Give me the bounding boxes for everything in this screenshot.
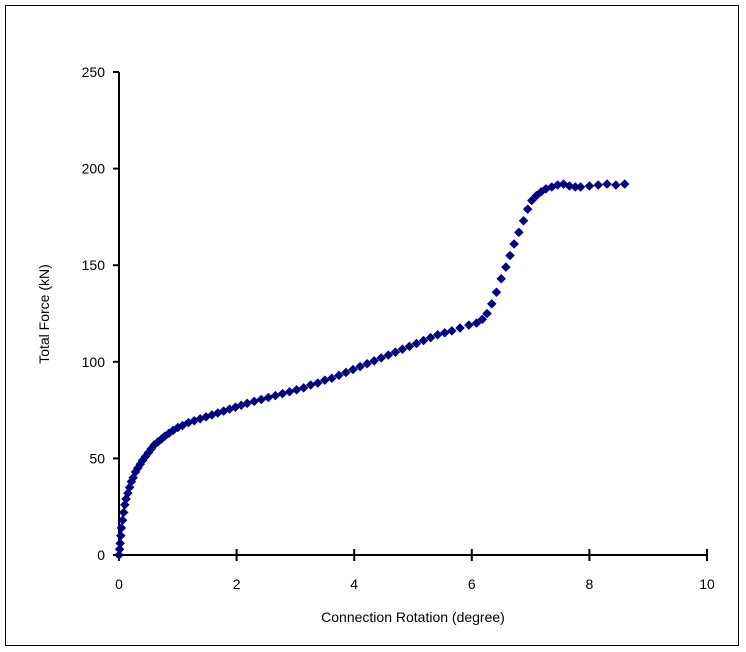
data-point [510,239,519,248]
y-tick-label: 100 [82,354,106,370]
data-point [257,395,266,404]
data-point [119,508,128,517]
x-tick-label: 2 [233,576,241,592]
x-tick-label: 10 [699,576,715,592]
data-point [116,539,125,548]
data-point [492,288,501,297]
y-tick-label: 0 [97,547,105,563]
data-point [285,387,294,396]
y-axis-title: Total Force (kN) [36,264,52,364]
data-point [464,321,473,330]
data-point [620,180,629,189]
data-point [292,385,301,394]
data-point [514,228,523,237]
x-tick-label: 4 [350,576,358,592]
data-point [497,274,506,283]
data-point [250,397,259,406]
data-point [447,326,456,335]
y-tick-label: 250 [82,64,106,80]
data-point [487,299,496,308]
data-point [603,180,612,189]
axes [119,72,707,555]
data-point [611,181,620,190]
x-tick-label: 6 [468,576,476,592]
data-markers [115,180,630,560]
data-point [116,531,125,540]
x-tick-label: 0 [115,576,123,592]
data-point [278,389,287,398]
data-point [264,393,273,402]
data-point [271,391,280,400]
data-point [576,182,585,191]
data-point [594,181,603,190]
data-point [501,263,510,272]
data-point [506,251,515,260]
data-point [440,328,449,337]
x-axis-title: Connection Rotation (degree) [321,609,505,625]
data-point [456,323,465,332]
data-point [585,181,594,190]
y-tick-label: 50 [89,450,105,466]
data-point [523,205,532,214]
y-tick-label: 150 [82,257,106,273]
ticks: 0 50 100 150 200 250 0 2 4 6 8 10 [82,64,715,592]
y-tick-label: 200 [82,161,106,177]
data-point [519,216,528,225]
x-tick-label: 8 [586,576,594,592]
